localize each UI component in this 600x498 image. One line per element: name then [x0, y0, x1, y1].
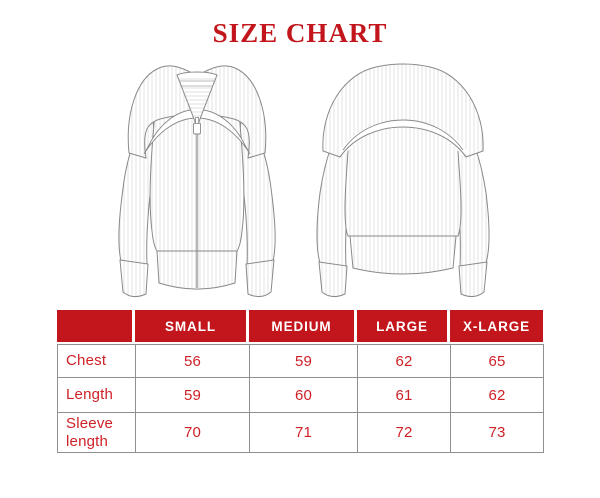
chest-medium: 59 — [249, 344, 358, 378]
garment-illustrations — [0, 61, 600, 301]
back-collar-lower-edge — [339, 126, 467, 158]
back-left-cuff — [318, 261, 348, 297]
header-cell-empty — [57, 310, 135, 342]
header-cell-medium: MEDIUM — [249, 310, 357, 342]
length-large: 61 — [357, 377, 451, 413]
row-label-length: Length — [57, 377, 136, 413]
front-right-cuff — [245, 259, 275, 297]
back-right-cuff — [458, 261, 488, 297]
size-chart-page: SIZE CHART — [0, 20, 600, 498]
size-table-header: SMALL MEDIUM LARGE X-LARGE — [57, 310, 543, 342]
sleeve-small: 70 — [135, 412, 250, 453]
table-row-length: Length 59 60 61 62 — [57, 377, 544, 413]
front-collar-band — [143, 109, 251, 155]
front-zipper — [193, 117, 201, 288]
front-left-cuff — [119, 259, 149, 297]
row-label-chest: Chest — [57, 344, 136, 378]
chest-small: 56 — [135, 344, 250, 378]
header-cell-xlarge: X-LARGE — [450, 310, 543, 342]
back-hem-band — [349, 235, 457, 275]
table-row-sleeve-length: Sleeve length 70 71 72 73 — [57, 412, 544, 453]
sleeve-medium: 71 — [249, 412, 358, 453]
front-zipper-slider — [195, 117, 199, 124]
header-cell-large: LARGE — [357, 310, 450, 342]
size-table-body: Chest 56 59 62 65 Length 59 60 61 62 Sle… — [57, 344, 544, 453]
back-line-art — [316, 63, 490, 297]
back-collar-fold-line — [342, 119, 464, 151]
length-medium: 60 — [249, 377, 358, 413]
length-xlarge: 62 — [450, 377, 544, 413]
front-neck-tape — [179, 80, 215, 87]
back-body — [344, 120, 462, 237]
header-cell-small: SMALL — [135, 310, 249, 342]
jacket-back-illustration — [316, 63, 490, 297]
length-small: 59 — [135, 377, 250, 413]
front-vneck-outline — [176, 71, 218, 125]
front-hem-band — [156, 250, 238, 290]
back-collar-band — [338, 120, 468, 157]
front-zipper-pull — [193, 122, 201, 135]
chest-large: 62 — [357, 344, 451, 378]
sleeve-large: 72 — [357, 412, 451, 453]
jacket-front-illustration — [118, 65, 276, 297]
size-table: SMALL MEDIUM LARGE X-LARGE Chest 56 59 6… — [57, 310, 544, 453]
sleeve-xlarge: 73 — [450, 412, 544, 453]
row-label-sleeve-length: Sleeve length — [57, 412, 136, 453]
page-title: SIZE CHART — [212, 18, 388, 48]
chest-xlarge: 65 — [450, 344, 544, 378]
table-row-chest: Chest 56 59 62 65 — [57, 344, 544, 378]
